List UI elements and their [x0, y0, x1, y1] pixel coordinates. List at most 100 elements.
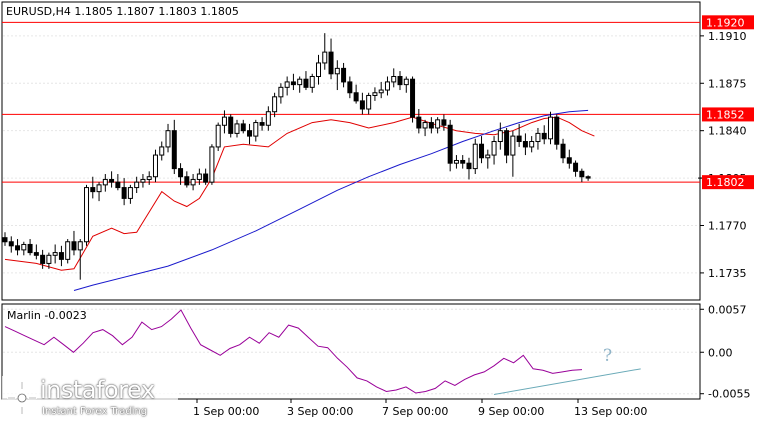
candle	[541, 125, 547, 145]
candle-body-up	[497, 130, 503, 143]
watermark-brand: instaforex	[40, 376, 155, 404]
price-tick-label: 1.1840	[708, 125, 747, 138]
candle-body-down	[353, 92, 359, 102]
candle	[77, 239, 83, 280]
candle-body-up	[140, 178, 146, 183]
candle	[165, 123, 171, 153]
candle	[353, 84, 359, 104]
candle	[152, 149, 158, 183]
candle-body-down	[441, 119, 447, 126]
level-labels: 1.1920 1.1852 1.1802	[702, 15, 754, 190]
level-label: 1.1802	[706, 176, 745, 189]
candle-body-up	[196, 173, 202, 180]
candle-body-up	[334, 67, 340, 75]
candle-body-down	[585, 176, 591, 179]
candle-body-down	[460, 159, 466, 164]
level-label-box	[702, 107, 754, 122]
candle-body-down	[184, 176, 190, 186]
candle-body-up	[510, 135, 516, 156]
candle-body-up	[316, 62, 321, 77]
candle-body-up	[297, 78, 303, 86]
candle-body-up	[65, 241, 71, 260]
indicator-series	[4, 309, 641, 395]
time-tick-label: 9 Sep 00:00	[478, 405, 544, 418]
candle	[453, 155, 459, 169]
candle-body-down	[109, 178, 115, 183]
candle-body-up	[253, 122, 259, 137]
candle-body-down	[71, 241, 77, 251]
candle-body-down	[259, 122, 265, 126]
indicator-title: Marlin -0.0023	[7, 309, 87, 322]
candle	[71, 230, 77, 256]
candle-body-down	[522, 141, 528, 148]
time-axis: 1 Sep 00:00 3 Sep 00:00 7 Sep 00:00 9 Sep 0…	[193, 399, 647, 418]
candle-body-up	[52, 252, 58, 256]
candle-body-up	[278, 86, 284, 98]
candle-body-down	[541, 132, 547, 140]
level-label-box	[702, 15, 754, 30]
candle-body-down	[516, 135, 522, 143]
candle-body-down	[40, 254, 46, 264]
candle-body-down	[566, 157, 572, 164]
candle	[472, 138, 478, 175]
candle-body-up	[435, 119, 441, 129]
candle-body-down	[560, 143, 566, 159]
candle-body-up	[366, 94, 372, 110]
candle-body-up	[134, 181, 140, 189]
candle	[510, 130, 516, 177]
candle-body-up	[265, 111, 271, 126]
time-tick-label: 13 Sep 00:00	[574, 405, 647, 418]
candle-body-down	[479, 143, 485, 159]
candle-body-down	[347, 81, 353, 94]
candle-body-up	[453, 159, 459, 164]
candle-body-up	[152, 154, 158, 178]
level-label-box	[702, 175, 754, 190]
candle-body-down	[247, 130, 253, 137]
candle	[65, 239, 71, 264]
candle	[410, 76, 416, 123]
candle	[416, 109, 422, 134]
candle-body-down	[58, 252, 64, 260]
candle-body-down	[579, 170, 585, 178]
candle	[573, 160, 579, 177]
candle-body-down	[554, 116, 560, 145]
candle	[284, 76, 290, 96]
candle-body-up	[209, 146, 215, 183]
candle	[33, 244, 39, 260]
price-tick-label: 1.1910	[708, 30, 747, 43]
instaforex-logo-icon	[6, 380, 38, 416]
candle-body-down	[303, 78, 309, 88]
candle	[27, 239, 33, 256]
candle-body-down	[2, 237, 8, 243]
candle	[485, 149, 491, 169]
candle-body-down	[466, 162, 472, 170]
candle-body-up	[485, 154, 491, 159]
candle	[359, 92, 365, 115]
candle-body-up	[309, 76, 315, 88]
candle	[2, 232, 8, 246]
candle-body-up	[77, 241, 83, 251]
candle	[184, 171, 190, 188]
time-tick-label: 3 Sep 00:00	[287, 405, 353, 418]
candle	[441, 114, 447, 131]
candle	[240, 119, 246, 134]
candle-body-up	[221, 116, 227, 126]
candle	[115, 174, 121, 191]
time-tick-label: 1 Sep 00:00	[193, 405, 259, 418]
candle-body-up	[272, 96, 278, 113]
candle-body-down	[416, 116, 422, 129]
candle-body-down	[228, 116, 234, 134]
candle-body-up	[96, 184, 102, 193]
candle-body-down	[240, 123, 246, 132]
candle	[259, 117, 265, 131]
watermark-tagline: Instant Forex Trading	[42, 406, 148, 417]
candle-body-up	[535, 132, 541, 143]
candle-body-down	[121, 187, 127, 199]
candle-body-up	[472, 143, 478, 170]
candle	[96, 182, 102, 202]
candle-body-down	[397, 76, 403, 86]
candle	[504, 127, 510, 164]
candle	[309, 73, 315, 93]
candle-body-down	[115, 181, 121, 189]
